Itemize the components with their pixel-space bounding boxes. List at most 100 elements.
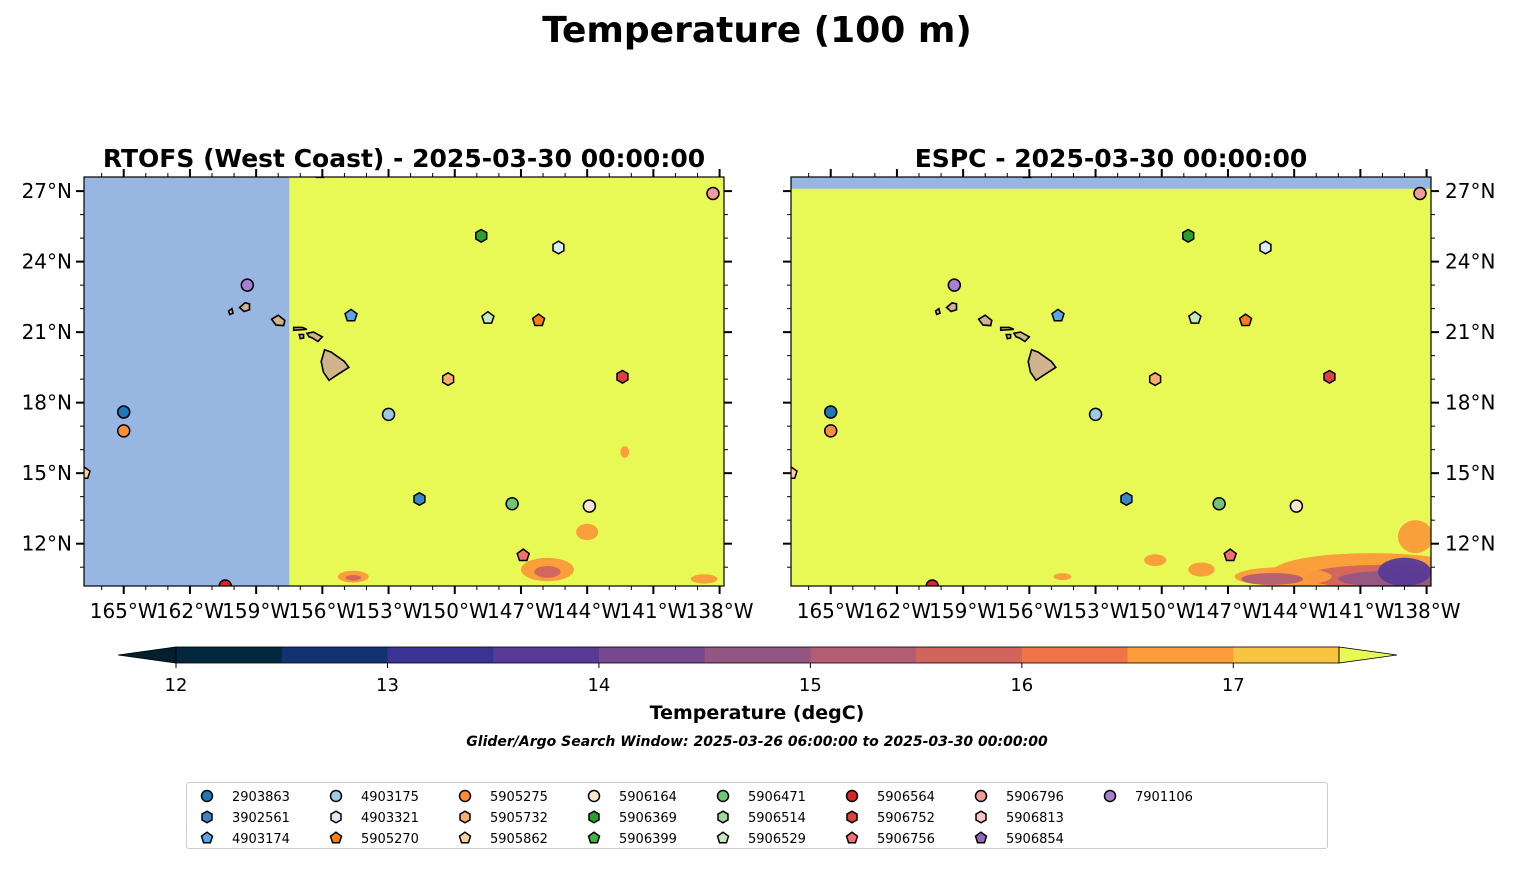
rtofs-panel: RTOFS (West Coast) - 2025-03-30 00:00:00… — [22, 144, 754, 623]
legend-entry-5905270: 5905270 — [329, 831, 419, 847]
legend-marker — [717, 810, 729, 824]
legend-entry-3902561: 3902561 — [201, 810, 290, 826]
legend-label: 4903175 — [361, 790, 419, 805]
float-marker-5905275 — [116, 424, 131, 438]
legend-marker — [200, 831, 214, 844]
float-marker-5906756 — [516, 548, 531, 562]
float-marker-5906529 — [481, 310, 495, 324]
x-tick-label: 165°W — [797, 599, 865, 623]
figure-title: Temperature (100 m) — [542, 10, 972, 51]
legend-entry-2903863: 2903863 — [200, 789, 290, 805]
legend-marker — [200, 789, 214, 803]
panel-title: ESPC - 2025-03-30 00:00:00 — [915, 144, 1308, 173]
y-tick-label: 15°N — [1445, 461, 1495, 485]
colorbar-tick-label: 13 — [376, 675, 399, 696]
legend-entry-4903175: 4903175 — [329, 789, 419, 805]
float-marker-5906514 — [736, 201, 747, 214]
float-marker-5905862 — [791, 465, 798, 480]
y-tick-label: 27°N — [1445, 179, 1495, 203]
colorbar-segment — [493, 647, 600, 663]
float-marker-3902561 — [413, 491, 426, 507]
float-marker-2903863 — [116, 405, 131, 419]
legend-marker — [587, 789, 601, 803]
legend-marker — [1103, 789, 1117, 803]
legend-label: 5906752 — [877, 811, 935, 826]
maui-island — [1012, 331, 1031, 343]
legend-entry-5906529: 5906529 — [716, 831, 806, 847]
float-marker-4903321 — [1259, 240, 1272, 255]
legend-label: 5905732 — [490, 811, 548, 826]
legend-entry-4903321: 4903321 — [330, 810, 419, 826]
legend-entry-5906369: 5906369 — [588, 810, 677, 826]
legend-marker — [845, 831, 859, 844]
map-frame — [83, 176, 725, 587]
float-marker-5906471 — [1212, 496, 1226, 511]
lanai-island — [1005, 333, 1012, 340]
colorbar-segment — [1127, 647, 1234, 663]
warm-field-area — [791, 177, 1431, 586]
float-marker-5906564 — [925, 579, 939, 586]
legend-entry-5906813: 5906813 — [975, 810, 1064, 826]
temperature-contour — [534, 566, 561, 578]
y-tick-label: 27°N — [22, 179, 72, 203]
legend-label: 5906564 — [877, 790, 935, 805]
temperature-contour — [1188, 562, 1215, 577]
legend-label: 5906471 — [748, 790, 806, 805]
panel-title: RTOFS (West Coast) - 2025-03-30 00:00:00 — [103, 144, 705, 173]
colorbar-segment — [598, 647, 706, 663]
legend-entry-5906854: 5906854 — [974, 831, 1064, 847]
float-marker-5906164 — [1289, 499, 1304, 513]
colorbar-tick-label: 12 — [165, 675, 188, 696]
colorbar-label: Temperature (degC) — [650, 702, 865, 724]
temperature-contour — [1144, 554, 1167, 567]
x-tick-label: 153°W — [1062, 599, 1130, 623]
float-marker-5906529 — [1188, 310, 1202, 324]
y-tick-label: 24°N — [1445, 250, 1495, 274]
legend-label: 2903863 — [232, 790, 290, 805]
legend-marker — [845, 789, 859, 803]
float-marker-7901106 — [947, 278, 962, 292]
legend-entry-5906164: 5906164 — [587, 789, 677, 805]
molokai-island — [999, 326, 1015, 332]
espc-panel: ESPC - 2025-03-30 00:00:00 165°W162°W159°… — [783, 144, 1495, 623]
x-tick-label: 150°W — [1128, 599, 1196, 623]
float-marker-5906164 — [582, 499, 597, 513]
temperature-contour — [690, 574, 718, 584]
float-marker-5906756 — [1223, 548, 1238, 562]
float-marker-5906752 — [1323, 369, 1336, 384]
colorbar-under-arrow — [117, 646, 177, 664]
colorbar-segment — [281, 647, 388, 663]
temperature-contour — [1241, 573, 1303, 585]
x-tick-label: 165°W — [90, 599, 158, 623]
float-marker-5905270 — [531, 313, 546, 327]
colorbar-tick-label: 17 — [1222, 675, 1245, 696]
colorbar-segment — [704, 647, 811, 663]
molokai-island — [292, 326, 308, 332]
float-marker-5906471 — [505, 496, 519, 511]
legend-marker — [846, 810, 858, 824]
temperature-contour — [576, 523, 599, 541]
float-marker-4903174 — [1051, 308, 1065, 322]
legend-marker — [588, 810, 600, 824]
legend-label: 3902561 — [232, 811, 290, 826]
legend-entry-5906514: 5906514 — [717, 810, 806, 826]
x-tick-label: 156°W — [995, 599, 1063, 623]
legend-label: 5906813 — [1006, 811, 1064, 826]
temperature-field — [791, 177, 1431, 586]
float-marker-5906752 — [616, 369, 629, 384]
x-tick-label: 162°W — [863, 599, 931, 623]
float-marker-4903175 — [381, 407, 396, 422]
legend-entry-5906752: 5906752 — [846, 810, 935, 826]
colorbar-frame — [175, 646, 1340, 664]
legend-marker — [329, 831, 343, 844]
y-tick-label: 24°N — [22, 250, 72, 274]
float-marker-5906796 — [1413, 186, 1427, 201]
legend-marker — [716, 831, 730, 844]
x-tick-label: 159°W — [222, 599, 290, 623]
legend-label: 7901106 — [1135, 790, 1193, 805]
colorbar-tick-label: 15 — [799, 675, 822, 696]
colorbar-segment — [1021, 647, 1129, 663]
x-tick-label: 162°W — [156, 599, 224, 623]
legend-marker — [458, 831, 472, 844]
legend-marker — [716, 789, 730, 803]
